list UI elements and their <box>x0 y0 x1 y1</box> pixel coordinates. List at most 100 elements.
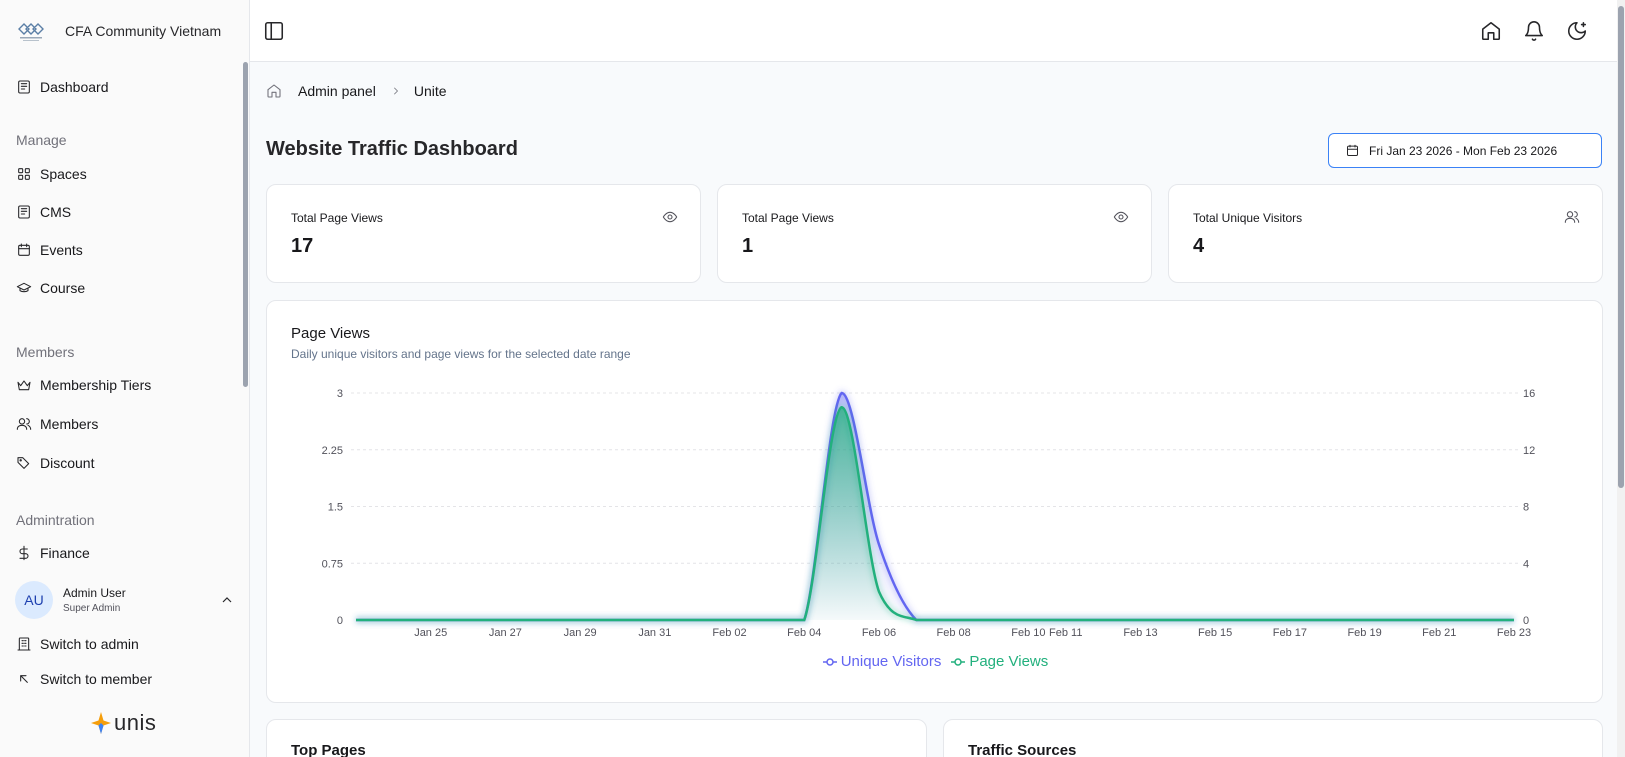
x-tick-label: Jan 27 <box>489 627 522 639</box>
sidebar-item-label: CMS <box>40 204 72 220</box>
stat-card-page-views: Total Page Views 1 <box>717 184 1152 283</box>
x-tick-label: Feb 23 <box>1497 627 1531 639</box>
traffic-sources-card: Traffic Sources <box>943 719 1603 757</box>
sidebar-item-events[interactable]: Events <box>16 237 83 263</box>
eye-icon <box>1113 211 1129 223</box>
x-tick-label: Jan 29 <box>564 627 597 639</box>
legend-line-circle-icon <box>822 657 837 666</box>
footer-brand: unis <box>90 710 156 736</box>
line-page-views[interactable] <box>355 405 1514 622</box>
page-title: Website Traffic Dashboard <box>266 138 518 160</box>
sidebar-item-spaces[interactable]: Spaces <box>16 161 87 187</box>
sidebar-item-label: Dashboard <box>40 79 109 95</box>
x-tick-label: Feb 13 <box>1123 627 1157 639</box>
crown-icon <box>17 380 31 391</box>
x-tick-label: Feb 10 <box>1011 627 1045 639</box>
breadcrumb: Admin panel Unite <box>266 81 447 101</box>
stat-label: Total Page Views <box>291 211 383 225</box>
sidebar-item-label: Discount <box>40 455 95 471</box>
page-scrollbar[interactable] <box>1617 0 1625 757</box>
x-tick-label: Feb 17 <box>1273 627 1307 639</box>
y-left-tick-label: 2.25 <box>322 445 343 457</box>
building-icon <box>17 637 31 651</box>
newspaper-icon <box>18 205 30 219</box>
x-tick-label: Feb 04 <box>787 627 821 639</box>
top-bar <box>250 0 1625 62</box>
breadcrumb-current: Unite <box>413 83 447 99</box>
stat-card-unique-visitors: Total Unique Visitors 4 <box>1168 184 1603 283</box>
user-menu[interactable]: AU Admin User Super Admin <box>15 580 235 620</box>
x-tick-label: Jan 31 <box>638 627 671 639</box>
org-name: CFA Community Vietnam <box>65 23 222 39</box>
traffic-chart[interactable]: 0 0.75 1.5 2.25 3 0 4 8 12 16 Jan 25 Jan 27 Jan 29 Ja… <box>267 301 1604 651</box>
nav-group-manage: Manage <box>16 132 67 148</box>
switch-to-member-button[interactable]: Switch to member <box>16 666 152 692</box>
sidebar-item-dashboard[interactable]: Dashboard <box>16 74 109 100</box>
unis-star-icon <box>91 712 111 734</box>
legend-item-page-views[interactable]: Page Views <box>951 653 1048 670</box>
switch-to-admin-button[interactable]: Switch to admin <box>16 631 139 657</box>
area-page-views <box>356 407 1514 620</box>
chart-title: Page Views <box>291 325 370 342</box>
legend-label: Unique Visitors <box>840 653 942 670</box>
grid-icon <box>18 168 30 180</box>
home-icon[interactable] <box>1480 20 1502 42</box>
users-icon <box>1564 211 1580 223</box>
sidebar-item-label: Events <box>40 242 83 258</box>
chevron-up-icon[interactable] <box>219 592 235 608</box>
dollar-icon <box>19 545 29 561</box>
stat-value: 4 <box>1193 235 1205 257</box>
traffic-sources-title: Traffic Sources <box>968 742 1077 757</box>
brand[interactable]: CFA Community Vietnam <box>14 14 221 48</box>
bell-icon[interactable] <box>1523 20 1545 42</box>
page-views-chart-card: Page Views Daily unique visitors and pag… <box>266 300 1603 703</box>
y-right-tick-label: 0 <box>1523 615 1529 627</box>
sidebar-item-cms[interactable]: CMS <box>16 199 71 225</box>
sidebar-item-course[interactable]: Course <box>16 275 85 301</box>
top-pages-title: Top Pages <box>291 742 366 757</box>
users-icon <box>16 418 32 430</box>
sidebar-item-label: Course <box>40 280 86 296</box>
y-right-tick-label: 4 <box>1523 558 1529 570</box>
user-role: Super Admin <box>63 603 121 614</box>
newspaper-icon <box>18 80 30 94</box>
y-left-tick-label: 1.5 <box>328 502 343 514</box>
sidebar-item-membership-tiers[interactable]: Membership Tiers <box>16 372 151 398</box>
x-tick-label: Jan 25 <box>414 627 447 639</box>
sidebar-item-label: Membership Tiers <box>40 377 152 393</box>
switch-to-member-label: Switch to member <box>40 671 153 687</box>
x-tick-label: Feb 11 <box>1049 627 1082 639</box>
y-left-tick-label: 0 <box>337 615 343 627</box>
nav-group-administration: Admintration <box>16 512 95 528</box>
stat-value: 1 <box>742 235 754 257</box>
sidebar: CFA Community Vietnam Dashboard Manage S… <box>0 0 250 757</box>
y-right-tick-label: 8 <box>1523 502 1529 514</box>
sidebar-toggle-icon[interactable] <box>263 20 285 42</box>
y-right-tick-label: 12 <box>1523 445 1535 457</box>
breadcrumb-admin-panel[interactable]: Admin panel <box>298 83 376 99</box>
sidebar-item-label: Members <box>40 416 99 432</box>
legend-label: Page Views <box>969 653 1049 670</box>
arrow-up-left-icon <box>20 675 28 683</box>
theme-moon-icon[interactable] <box>1566 20 1588 42</box>
legend-item-unique-visitors[interactable]: Unique Visitors <box>822 653 942 670</box>
sidebar-item-finance[interactable]: Finance <box>16 540 90 566</box>
chart-subtitle: Daily unique visitors and page views for… <box>291 347 631 361</box>
sidebar-item-discount[interactable]: Discount <box>16 450 94 476</box>
stat-label: Total Page Views <box>742 211 834 225</box>
x-tick-label: Feb 02 <box>712 627 746 639</box>
date-range-picker[interactable]: Fri Jan 23 2026 - Mon Feb 23 2026 <box>1328 133 1602 168</box>
eye-icon <box>662 211 678 223</box>
switch-to-admin-label: Switch to admin <box>40 636 139 652</box>
chart-legend: Unique Visitors Page Views <box>267 653 1604 670</box>
home-icon[interactable] <box>266 83 282 99</box>
x-tick-label: Feb 08 <box>937 627 971 639</box>
sidebar-scrollbar[interactable] <box>243 62 248 387</box>
x-tick-label: Feb 15 <box>1198 627 1232 639</box>
nav-group-members: Members <box>16 344 75 360</box>
sidebar-item-members[interactable]: Members <box>16 411 98 437</box>
calendar-icon <box>18 243 30 256</box>
stat-card-total-page-views: Total Page Views 17 <box>266 184 701 283</box>
footer-brand-name: unis <box>114 710 157 735</box>
stat-value: 17 <box>291 235 314 257</box>
